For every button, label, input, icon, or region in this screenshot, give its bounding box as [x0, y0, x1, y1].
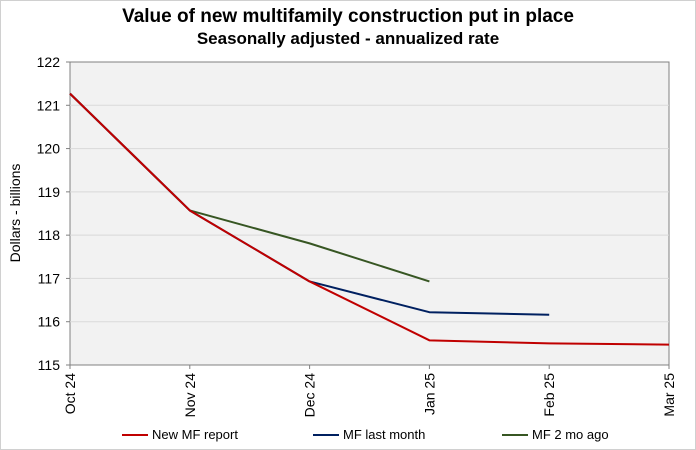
plot-area	[69, 61, 670, 366]
legend-label: MF 2 mo ago	[532, 427, 609, 442]
legend-label: New MF report	[152, 427, 238, 442]
legend-label: MF last month	[343, 427, 426, 442]
chart-title: Value of new multifamily construction pu…	[122, 6, 574, 27]
x-tick-label: Jan 25	[421, 373, 437, 415]
y-tick-label: 122	[37, 54, 61, 70]
y-tick-label: 120	[37, 141, 61, 157]
legend-item: New MF report	[122, 427, 238, 442]
y-tick-label: 117	[38, 270, 61, 286]
y-tick-label: 115	[38, 357, 61, 373]
x-tick-label: Feb 25	[541, 373, 557, 417]
legend-item: MF last month	[313, 427, 425, 442]
chart-legend: New MF report MF last month MF 2 mo ago	[0, 427, 696, 447]
x-tick-label: Dec 24	[302, 373, 318, 418]
x-tick-label: Mar 25	[661, 373, 677, 417]
x-tick-label: Nov 24	[182, 373, 198, 418]
y-tick-label: 116	[38, 314, 61, 330]
x-tick-label: Oct 24	[62, 373, 78, 414]
legend-swatch	[502, 433, 528, 436]
y-tick-label: 118	[38, 227, 61, 243]
y-axis-label: Dollars - billions	[7, 164, 23, 263]
legend-item: MF 2 mo ago	[502, 427, 609, 442]
chart-subtitle: Seasonally adjusted - annualized rate	[196, 29, 500, 48]
y-tick-label: 121	[37, 97, 61, 113]
y-tick-label: 119	[38, 184, 61, 200]
legend-swatch	[122, 433, 148, 436]
series-line-new-mf-report	[69, 92, 670, 346]
legend-swatch	[313, 433, 339, 436]
